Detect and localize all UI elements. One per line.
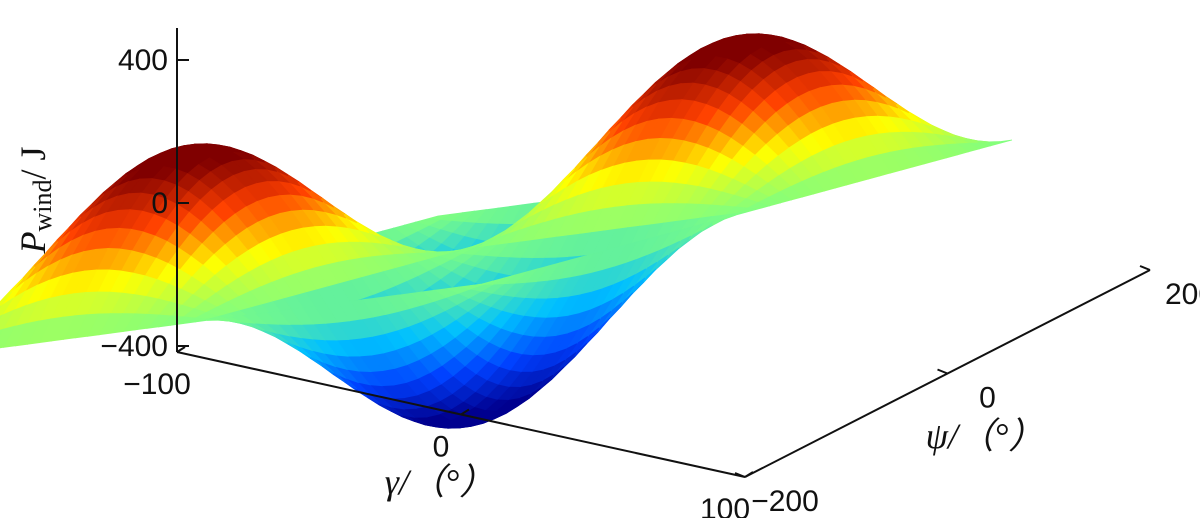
z-axis-label-sub: wind — [28, 180, 57, 232]
z-tick-label: 400 — [118, 44, 168, 77]
z-axis-label-unit: / J — [13, 146, 53, 179]
y-tick-label: −200 — [751, 485, 819, 518]
surface-patch — [0, 325, 16, 349]
ticks: −400 0 400 −100 0 100−200 0 200 — [100, 44, 1200, 518]
surface-patch — [0, 305, 2, 308]
z-tick-label: 0 — [151, 187, 168, 220]
y-tick — [734, 472, 746, 478]
axis-labels: Pwind/ J γ/（°） ψ/（°） — [13, 146, 1044, 502]
x-axis-label: γ/（°） — [385, 462, 496, 502]
z-tick-label: −400 — [100, 330, 168, 363]
surface-patch — [0, 314, 3, 319]
z-axis-label-main: P — [13, 232, 53, 255]
y-tick-label: 200 — [1165, 278, 1200, 311]
surface — [0, 33, 1013, 429]
surface-patch — [0, 298, 14, 317]
surface-patch — [0, 328, 4, 336]
x-tick — [744, 471, 754, 478]
y-tick — [1139, 265, 1151, 271]
surface-patch — [0, 291, 13, 308]
y-tick-label: 0 — [979, 382, 996, 415]
x-tick-label: 100 — [700, 493, 750, 518]
z-axis-label: Pwind/ J — [13, 146, 57, 254]
x-tick-label: 0 — [433, 431, 450, 464]
surface-patch — [0, 309, 15, 331]
x-tick-label: −100 — [123, 368, 191, 401]
y-axis-label: ψ/（°） — [926, 416, 1045, 456]
y-tick — [937, 368, 948, 375]
x-tick — [176, 346, 186, 353]
x-tick — [460, 408, 470, 416]
